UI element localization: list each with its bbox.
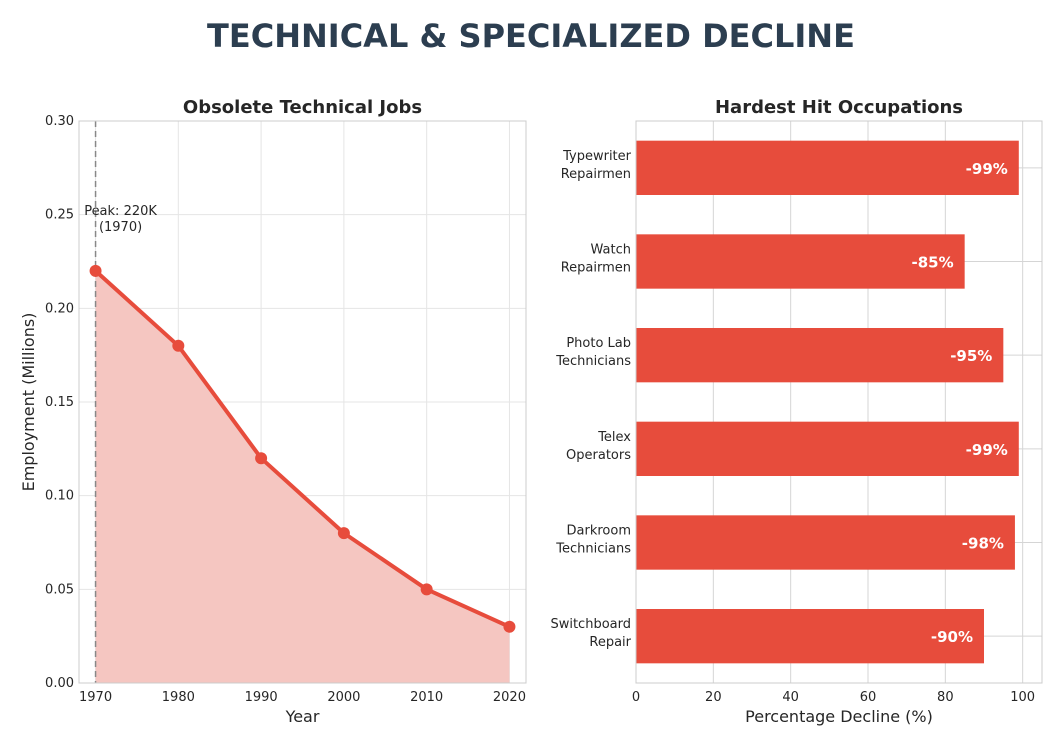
figure-title: TECHNICAL & SPECIALIZED DECLINE [207,17,855,55]
bar-value-label: -95% [950,347,992,365]
data-point [172,339,185,352]
plot-frame [635,120,1043,684]
data-point [420,583,433,596]
x-axis-label: Percentage Decline (%) [745,707,933,726]
x-tick-label: 2010 [410,690,443,705]
bar [636,328,1004,383]
category-label: Watch [591,243,631,258]
category-label: Darkroom [567,524,631,539]
peak-annotation-year: (1970) [99,220,142,235]
y-tick-label: 0.00 [45,676,74,691]
x-tick-label: 20 [705,690,722,705]
y-axis-label: Employment (Millions) [19,313,38,492]
category-label: Photo Lab [566,336,631,351]
x-tick-label: 60 [860,690,877,705]
category-label: Repairmen [561,167,631,182]
bar-value-label: -85% [912,254,954,272]
y-tick-label: 0.05 [45,582,74,597]
bar [636,515,1015,570]
x-tick-label: 100 [1010,690,1035,705]
data-point [503,620,516,633]
category-label: Switchboard [550,617,631,632]
x-tick-label: 1980 [162,690,195,705]
bar-chart: 0 20 40 60 80 100 -99% Typewriter Repairmen -85% W… [550,97,1043,726]
x-tick-label: 1990 [245,690,278,705]
y-tick-label: 0.20 [45,301,74,316]
x-tick-label: 1970 [79,690,112,705]
bar [636,421,1019,476]
bar-value-label: -98% [962,535,1004,553]
y-tick-label: 0.25 [45,208,74,223]
category-label: Telex [597,430,631,445]
category-label: Typewriter [562,149,632,164]
bar-value-label: -99% [966,160,1008,178]
category-label: Repair [589,635,631,650]
line-chart: 1970 1980 1990 2000 2010 2020 0.00 0.05 0.10 0.15… [19,97,527,726]
category-label: Repairmen [561,261,631,276]
data-point [337,527,350,540]
x-tick-label: 80 [937,690,954,705]
x-tick-label: 0 [632,690,640,705]
bar [636,234,965,289]
x-tick-label: 2020 [493,690,526,705]
bar [636,140,1019,195]
area-fill [95,270,510,683]
category-label: Operators [566,448,631,463]
x-tick-label: 40 [782,690,799,705]
category-label: Technicians [555,542,631,557]
data-point [89,264,102,277]
bar [636,609,984,664]
data-point [255,452,268,465]
bar-value-label: -99% [966,441,1008,459]
bar-value-label: -90% [931,628,973,646]
plot-frame [78,120,527,684]
chart-title: Hardest Hit Occupations [715,97,963,118]
category-label: Technicians [555,354,631,369]
y-tick-label: 0.10 [45,489,74,504]
peak-annotation: Peak: 220K [84,204,157,219]
series-line [94,269,511,629]
y-tick-label: 0.30 [45,114,74,129]
y-tick-label: 0.15 [45,395,74,410]
x-tick-label: 2000 [327,690,360,705]
x-axis-label: Year [285,707,320,726]
chart-title: Obsolete Technical Jobs [183,97,422,118]
